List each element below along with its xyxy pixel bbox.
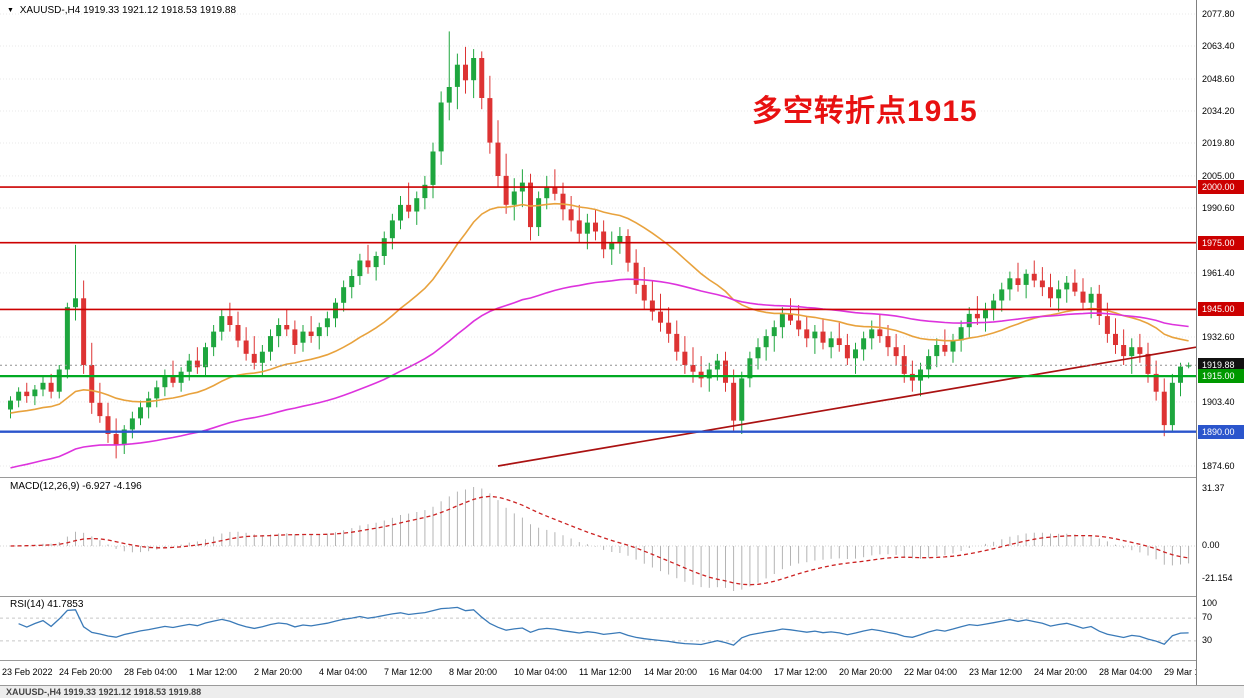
symbol-title: XAUUSD-,H4 [19, 5, 81, 16]
price-axis-label: 1932.60 [1202, 332, 1235, 342]
macd-axis-label: 0.00 [1202, 540, 1220, 550]
time-axis-label: 11 Mar 12:00 [579, 667, 632, 677]
time-axis-label: 16 Mar 04:00 [709, 667, 763, 677]
macd-label: MACD(12,26,9) -6.927 -4.196 [10, 481, 142, 492]
time-axis[interactable]: 23 Feb 2022 24 Feb 20:00 28 Feb 04:00 1 Mar… [0, 661, 1217, 685]
rsi-axis-label: 70 [1202, 612, 1213, 622]
time-axis-separator [0, 660, 1244, 661]
time-axis-label: 20 Mar 20:00 [839, 667, 893, 677]
price-axis-label: 2005.00 [1202, 171, 1235, 181]
price-axis-label: 2048.60 [1202, 74, 1235, 84]
time-axis-label: 8 Mar 20:00 [449, 667, 498, 677]
ohlc-values: 1919.33 1921.12 1918.53 1919.88 [83, 5, 237, 16]
candlestick-chart-canvas[interactable] [0, 0, 1196, 477]
price-badge: 1890.00 [1198, 425, 1244, 439]
time-axis-label: 28 Mar 04:00 [1099, 667, 1153, 677]
price-axis-label: 2077.80 [1202, 9, 1235, 19]
time-axis-label: 2 Mar 20:00 [254, 667, 303, 677]
rsi-label: RSI(14) 41.7853 [10, 599, 84, 610]
price-badge: 1975.00 [1198, 236, 1244, 250]
time-axis-label: 17 Mar 12:00 [774, 667, 828, 677]
time-axis-label: 29 Mar 12:00 [1164, 667, 1218, 677]
time-axis-label: 22 Mar 04:00 [904, 667, 958, 677]
price-axis-label: 1874.60 [1202, 461, 1235, 471]
price-axis-label: 1961.40 [1202, 268, 1235, 278]
price-axis-label: 2019.80 [1202, 138, 1235, 148]
time-axis-label: 1 Mar 12:00 [189, 667, 238, 677]
time-axis-label: 10 Mar 04:00 [514, 667, 568, 677]
macd-panel-separator[interactable] [0, 477, 1244, 478]
window-bottom-separator [0, 685, 1244, 686]
price-badge: 2000.00 [1198, 180, 1244, 194]
time-axis-label: 28 Feb 04:00 [124, 667, 178, 677]
price-badge: 1915.00 [1198, 369, 1244, 383]
time-axis-label: 23 Mar 12:00 [969, 667, 1023, 677]
time-axis-label: 7 Mar 12:00 [384, 667, 433, 677]
macd-panel-canvas[interactable] [0, 478, 1196, 596]
time-axis-label: 4 Mar 04:00 [319, 667, 368, 677]
symbol-info-bar: ▼ XAUUSD-,H4 1919.33 1921.12 1918.53 191… [7, 5, 236, 16]
rsi-axis-label: 30 [1202, 635, 1213, 645]
time-axis-label: 24 Feb 20:00 [59, 667, 113, 677]
price-axis-label: 1903.40 [1202, 397, 1235, 407]
price-axis-label: 1990.60 [1202, 203, 1235, 213]
time-axis-label: 14 Mar 20:00 [644, 667, 698, 677]
rsi-axis-label: 100 [1202, 598, 1218, 608]
price-badge: 1945.00 [1198, 302, 1244, 316]
rsi-panel-canvas[interactable] [0, 597, 1196, 660]
macd-axis-label: -21.154 [1202, 573, 1233, 583]
price-badge: 1919.88 [1198, 358, 1244, 372]
time-axis-label: 24 Mar 20:00 [1034, 667, 1088, 677]
price-axis-label: 2034.20 [1202, 106, 1235, 116]
chart-annotation: 多空转折点1915 [752, 95, 978, 128]
background-window-edge[interactable]: XAUUSD-,H4 1919.33 1921.12 1918.53 1919.… [0, 686, 1244, 698]
price-axis-label: 2063.40 [1202, 41, 1235, 51]
price-axis[interactable]: 31.37 0.00 -21.154 100 70 30 2077.80 2063… [1196, 0, 1244, 685]
time-axis-label: 23 Feb 2022 [2, 667, 53, 677]
dropdown-arrow-icon[interactable]: ▼ [7, 7, 14, 14]
macd-axis-label: 31.37 [1202, 483, 1225, 493]
rsi-panel-separator[interactable] [0, 596, 1244, 597]
